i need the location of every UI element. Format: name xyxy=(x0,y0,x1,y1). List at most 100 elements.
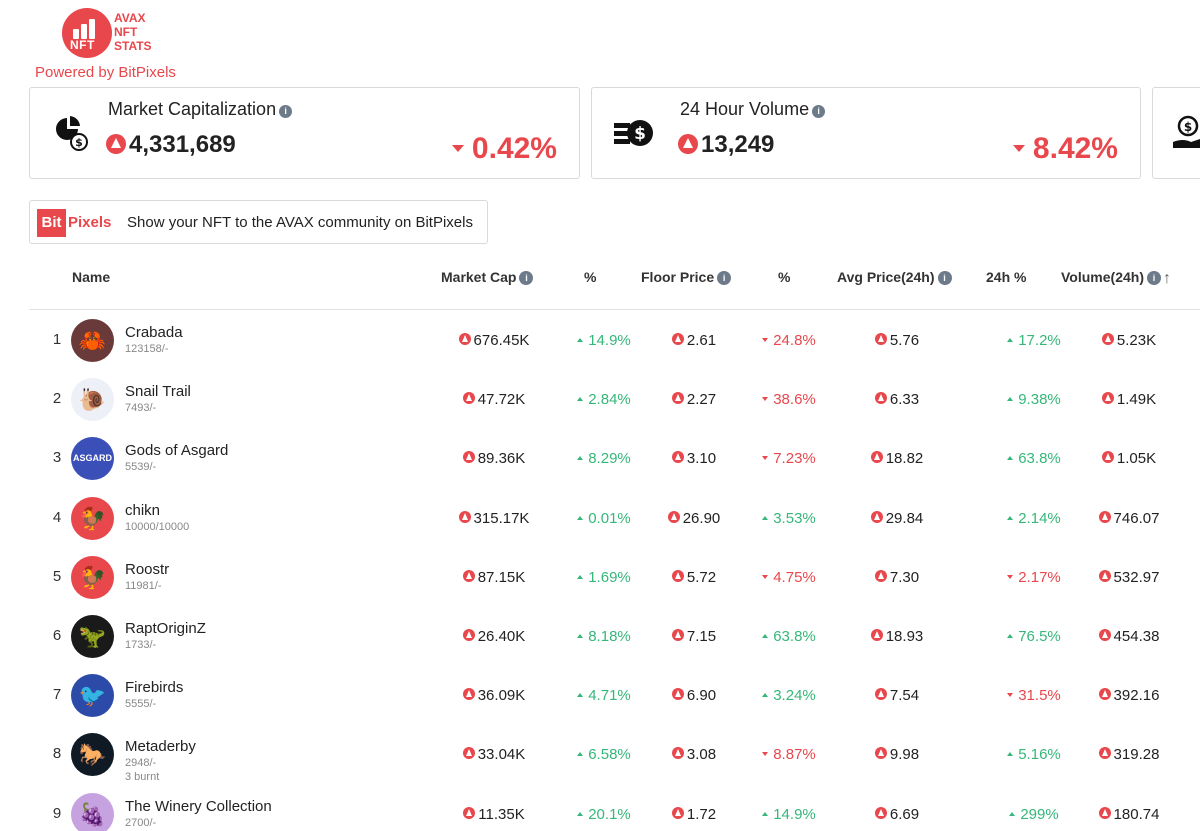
column-header-name[interactable]: Name xyxy=(72,269,111,285)
collection-avatar[interactable]: 🐌 xyxy=(71,378,114,422)
rank-number: 6 xyxy=(52,627,62,644)
avax-icon xyxy=(1098,806,1111,819)
arrow-up-icon xyxy=(762,515,769,520)
table-row[interactable]: 1 🦀 Crabada 123158/- 676.45K 14.9% 2.61 24.8% 5.… xyxy=(29,311,1200,370)
market-cap-change: 1.69% xyxy=(559,569,649,586)
avax-icon xyxy=(1098,510,1111,523)
avax-icon xyxy=(462,451,475,464)
arrow-up-icon xyxy=(577,515,584,520)
avg-price-value: 18.93 xyxy=(847,628,947,645)
caret-down-icon xyxy=(451,145,464,152)
sort-arrow-up-icon[interactable]: ↑ xyxy=(1162,270,1171,287)
collection-burnt: 3 burnt xyxy=(125,771,160,784)
floor-price-change: 14.9% xyxy=(739,806,839,823)
market-cap-value: 676.45K xyxy=(434,332,554,349)
info-icon[interactable]: i xyxy=(1146,271,1161,285)
collection-name[interactable]: chikn xyxy=(125,501,161,519)
column-header-market-cap[interactable]: Market Cap i xyxy=(441,269,534,285)
column-header-volume[interactable]: Volume(24h) i ↑ xyxy=(1061,269,1171,287)
info-icon[interactable]: i xyxy=(812,105,826,118)
market-cap-change: 4.71% xyxy=(559,687,649,704)
arrow-up-icon xyxy=(1007,752,1014,757)
floor-price-change: 7.23% xyxy=(739,450,839,467)
collection-name[interactable]: Crabada xyxy=(125,324,183,341)
avg-price-value: 7.54 xyxy=(847,687,947,704)
info-icon[interactable]: i xyxy=(717,271,732,285)
collection-name[interactable]: Gods of Asgard xyxy=(125,442,229,460)
column-header-floor-pct[interactable]: % xyxy=(778,269,791,285)
avg-price-change: 299% xyxy=(984,806,1084,823)
market-cap-value: 315.17K xyxy=(434,510,554,527)
powered-by-link[interactable]: Powered by BitPixels xyxy=(35,64,176,81)
avax-icon xyxy=(870,451,883,464)
market-cap-card: $ Market Capitalization i 4,331,689 0.42% xyxy=(29,87,580,179)
table-row[interactable]: 8 🐎 Metaderby 2948/- 3 burnt 33.04K 6.58% 3.08 8… xyxy=(29,725,1200,784)
collection-name[interactable]: RaptOriginZ xyxy=(125,620,206,637)
rank-number: 5 xyxy=(52,567,62,585)
collection-avatar[interactable]: 🐦 xyxy=(71,674,114,718)
market-cap-value: 33.04K xyxy=(434,746,554,763)
avax-icon xyxy=(671,451,684,464)
collection-avatar[interactable]: 🐓 xyxy=(71,496,114,540)
column-header-avg-price[interactable]: Avg Price(24h) i xyxy=(837,269,952,285)
avg-price-change: 2.14% xyxy=(984,510,1084,527)
arrow-down-icon xyxy=(762,338,769,342)
svg-text:$: $ xyxy=(1184,120,1192,134)
avax-icon xyxy=(462,629,475,641)
info-icon[interactable]: i xyxy=(519,271,534,285)
volume-value: 392.16 xyxy=(1079,687,1179,704)
avax-icon xyxy=(463,806,476,819)
table-row[interactable]: 4 🐓 chikn 10000/10000 315.17K 0.01% 26.90 3.53%… xyxy=(29,489,1200,548)
collection-name[interactable]: Snail Trail xyxy=(125,383,191,401)
floor-price-change: 3.24% xyxy=(739,687,839,704)
collection-name[interactable]: Metaderby xyxy=(125,738,196,756)
column-header-mcap-pct[interactable]: % xyxy=(584,269,597,285)
volume-value: 180.74 xyxy=(1079,806,1179,823)
avg-price-change: 9.38% xyxy=(984,391,1084,408)
collection-supply: 1733/- xyxy=(125,639,157,651)
collection-name[interactable]: Firebirds xyxy=(125,679,184,697)
market-cap-value: 26.40K xyxy=(434,628,554,645)
avax-icon xyxy=(671,688,684,701)
bitpixels-banner[interactable]: Bit Pixels Show your NFT to the AVAX com… xyxy=(29,200,488,244)
avax-icon xyxy=(1098,688,1111,701)
logo-circle: NFT xyxy=(62,8,112,58)
floor-price-value: 2.27 xyxy=(644,391,744,408)
column-header-24h-pct[interactable]: 24h % xyxy=(986,269,1027,285)
arrow-down-icon xyxy=(1007,574,1014,579)
collection-name[interactable]: The Winery Collection xyxy=(125,797,272,815)
collection-avatar[interactable]: 🦖 xyxy=(71,615,114,658)
table-row[interactable]: 5 🐓 Roostr 11981/- 87.15K 1.69% 5.72 4.75% 7.30 2… xyxy=(29,548,1200,607)
rank-number: 4 xyxy=(52,508,62,526)
card-change: 8.42% xyxy=(1012,132,1118,166)
collection-avatar[interactable]: 🍇 xyxy=(71,792,114,831)
avax-icon xyxy=(874,688,887,701)
avax-icon xyxy=(458,333,471,345)
collection-avatar[interactable]: ASGARD xyxy=(71,437,114,481)
rank-number: 8 xyxy=(52,745,62,763)
market-cap-change: 8.18% xyxy=(559,628,649,645)
info-icon[interactable]: i xyxy=(279,105,293,118)
collection-avatar[interactable]: 🐎 xyxy=(71,733,114,777)
arrow-up-icon xyxy=(577,397,584,402)
arrow-up-icon xyxy=(1007,338,1014,342)
card-title: 24 Hour Volume i xyxy=(680,99,826,120)
info-icon[interactable]: i xyxy=(937,271,952,285)
table-row[interactable]: 6 🦖 RaptOriginZ 1733/- 26.40K 8.18% 7.15 63.8% 1… xyxy=(29,607,1200,666)
avax-icon xyxy=(1101,333,1114,345)
arrow-down-icon xyxy=(1007,693,1014,698)
collection-avatar[interactable]: 🐓 xyxy=(71,555,114,599)
floor-price-change: 3.53% xyxy=(739,510,839,527)
table-row[interactable]: 3 ASGARD Gods of Asgard 5539/- 89.36K 8.29% 3.… xyxy=(29,429,1200,488)
collection-avatar[interactable]: 🦀 xyxy=(71,319,114,362)
table-row[interactable]: 7 🐦 Firebirds 5555/- 36.09K 4.71% 6.90 3.24% 7.5… xyxy=(29,666,1200,725)
collection-name[interactable]: Roostr xyxy=(125,560,170,578)
avax-icon xyxy=(874,569,887,582)
table-row[interactable]: 2 🐌 Snail Trail 7493/- 47.72K 2.84% 2.27 38.6% 6… xyxy=(29,370,1200,429)
avax-icon xyxy=(671,629,684,641)
arrow-up-icon xyxy=(762,693,769,698)
table-row[interactable]: 9 🍇 The Winery Collection 2700/- 11.35K 20.1%… xyxy=(29,785,1200,831)
avax-icon xyxy=(667,510,680,523)
app-logo[interactable]: NFT AVAX NFT STATS xyxy=(62,8,162,60)
column-header-floor-price[interactable]: Floor Price i xyxy=(641,269,732,285)
